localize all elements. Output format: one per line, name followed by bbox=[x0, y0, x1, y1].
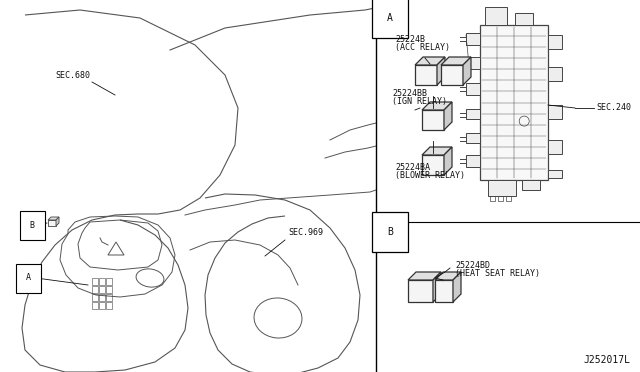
Bar bbox=[548, 35, 562, 49]
Bar bbox=[498, 196, 503, 201]
Text: 25224BD: 25224BD bbox=[455, 261, 490, 270]
Polygon shape bbox=[441, 65, 463, 85]
Polygon shape bbox=[422, 155, 444, 175]
Bar bbox=[106, 294, 112, 301]
Bar bbox=[548, 140, 562, 154]
Text: (HEAT SEAT RELAY): (HEAT SEAT RELAY) bbox=[455, 269, 540, 278]
Bar bbox=[92, 302, 98, 309]
Text: 25224B: 25224B bbox=[395, 35, 425, 44]
Bar bbox=[548, 67, 562, 81]
Bar bbox=[99, 278, 105, 285]
Polygon shape bbox=[437, 57, 445, 85]
Polygon shape bbox=[441, 57, 471, 65]
Polygon shape bbox=[408, 272, 441, 280]
Bar bbox=[548, 105, 562, 119]
Bar bbox=[99, 302, 105, 309]
Text: B: B bbox=[29, 221, 35, 230]
Polygon shape bbox=[444, 147, 452, 175]
Polygon shape bbox=[444, 102, 452, 130]
Text: J252017L: J252017L bbox=[583, 355, 630, 365]
Text: A: A bbox=[387, 13, 393, 23]
Polygon shape bbox=[433, 272, 441, 302]
Polygon shape bbox=[415, 57, 445, 65]
Polygon shape bbox=[56, 217, 59, 226]
Polygon shape bbox=[48, 220, 56, 226]
Text: (BLOWER RELAY): (BLOWER RELAY) bbox=[395, 171, 465, 180]
Bar bbox=[480, 25, 548, 180]
Bar bbox=[466, 109, 480, 119]
Text: SEC.969: SEC.969 bbox=[288, 228, 323, 237]
Bar bbox=[92, 286, 98, 293]
Polygon shape bbox=[48, 217, 59, 220]
Bar bbox=[466, 155, 480, 167]
Text: A: A bbox=[26, 273, 31, 282]
Polygon shape bbox=[422, 147, 452, 155]
Bar bbox=[466, 133, 480, 143]
Bar bbox=[515, 13, 533, 25]
Bar bbox=[490, 196, 495, 201]
Polygon shape bbox=[422, 110, 444, 130]
Polygon shape bbox=[463, 57, 471, 85]
Bar bbox=[466, 57, 480, 69]
Polygon shape bbox=[435, 272, 461, 280]
Polygon shape bbox=[408, 280, 433, 302]
Text: 25224BB: 25224BB bbox=[392, 89, 427, 98]
Bar bbox=[488, 180, 516, 196]
Polygon shape bbox=[415, 65, 437, 85]
Polygon shape bbox=[435, 280, 453, 302]
Text: SEC.680: SEC.680 bbox=[55, 71, 90, 80]
Text: SEC.240: SEC.240 bbox=[596, 103, 631, 112]
Bar bbox=[99, 294, 105, 301]
Bar bbox=[466, 33, 480, 45]
Text: (ACC RELAY): (ACC RELAY) bbox=[395, 43, 450, 52]
Bar bbox=[522, 180, 540, 190]
Polygon shape bbox=[422, 102, 452, 110]
Text: 25224BA: 25224BA bbox=[395, 163, 430, 172]
Bar bbox=[548, 170, 562, 178]
Bar bbox=[106, 302, 112, 309]
Text: B: B bbox=[387, 227, 393, 237]
Bar bbox=[466, 83, 480, 95]
Bar bbox=[485, 7, 507, 25]
Bar bbox=[106, 278, 112, 285]
Polygon shape bbox=[453, 272, 461, 302]
Bar bbox=[92, 278, 98, 285]
Bar bbox=[506, 196, 511, 201]
Text: (IGN RELAY): (IGN RELAY) bbox=[392, 97, 447, 106]
Bar bbox=[92, 294, 98, 301]
Bar bbox=[99, 286, 105, 293]
Bar bbox=[106, 286, 112, 293]
